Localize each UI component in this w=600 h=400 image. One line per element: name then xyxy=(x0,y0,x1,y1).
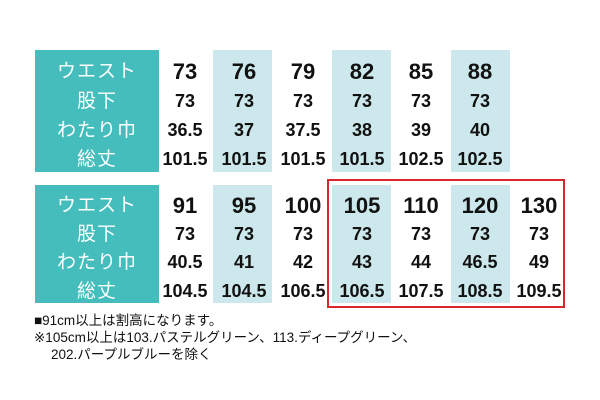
inseam-cell: 73 xyxy=(292,91,314,111)
inseam-cell: 73 xyxy=(292,224,314,244)
shaded-column xyxy=(332,185,391,303)
note-surcharge: ■91cm以上は割高になります。 xyxy=(34,313,223,328)
thigh-row: わたり巾 40.5 41 42 43 44 46.5 49 xyxy=(35,248,555,277)
row-label-block xyxy=(35,185,159,303)
inseam-cell: 73 xyxy=(469,224,491,244)
length-cell: 101.5 xyxy=(162,149,208,169)
length-cell: 107.5 xyxy=(398,281,444,301)
row-label-waist: ウエスト xyxy=(56,61,137,82)
length-cell: 104.5 xyxy=(221,281,267,301)
waist-cell: 88 xyxy=(467,59,493,84)
waist-cell: 82 xyxy=(349,59,375,84)
row-label-inseam: 股下 xyxy=(76,224,117,245)
row-label-inseam: 股下 xyxy=(76,91,117,112)
length-cell: 108.5 xyxy=(457,281,503,301)
length-cell: 102.5 xyxy=(457,149,503,169)
length-cell: 104.5 xyxy=(162,281,208,301)
waist-cell: 100 xyxy=(284,193,322,218)
thigh-cell: 40.5 xyxy=(167,252,203,272)
shaded-column xyxy=(451,185,510,303)
waist-cell: 130 xyxy=(520,193,558,218)
waist-cell: 73 xyxy=(172,59,198,84)
length-cell: 106.5 xyxy=(280,281,326,301)
waist-cell: 95 xyxy=(231,193,257,218)
waist-row: ウエスト 73 76 79 82 85 88 xyxy=(35,57,555,86)
inseam-cell: 73 xyxy=(410,91,432,111)
row-label-length: 総丈 xyxy=(76,281,117,302)
length-cell: 101.5 xyxy=(280,149,326,169)
inseam-cell: 73 xyxy=(233,91,255,111)
thigh-cell: 42 xyxy=(292,252,314,272)
thigh-cell: 43 xyxy=(351,252,373,272)
length-cell: 106.5 xyxy=(339,281,385,301)
waist-cell: 110 xyxy=(403,193,439,218)
length-cell: 109.5 xyxy=(516,281,562,301)
row-label-block xyxy=(35,50,159,172)
length-row: 総丈 101.5 101.5 101.5 101.5 102.5 102.5 xyxy=(35,145,555,174)
length-cell: 102.5 xyxy=(398,149,444,169)
thigh-row: わたり巾 36.5 37 37.5 38 39 40 xyxy=(35,116,555,145)
inseam-row: 股下 73 73 73 73 73 73 73 xyxy=(35,220,555,249)
inseam-cell: 73 xyxy=(410,224,432,244)
length-row: 総丈 104.5 104.5 106.5 106.5 107.5 108.5 1… xyxy=(35,277,562,306)
thigh-cell: 39 xyxy=(410,120,432,140)
length-cell: 101.5 xyxy=(221,149,267,169)
inseam-cell: 73 xyxy=(528,224,550,244)
inseam-cell: 73 xyxy=(351,91,373,111)
thigh-cell: 36.5 xyxy=(167,120,203,140)
shaded-column xyxy=(451,50,510,172)
shaded-column xyxy=(213,50,272,172)
note-color-exclusion: ※105cm以上は103.パステルグリーン、113.ディープグリーン、 xyxy=(34,330,417,345)
shaded-column xyxy=(213,185,272,303)
thigh-cell: 44 xyxy=(410,252,432,272)
size-notes: ■91cm以上は割高になります。 ※105cm以上は103.パステルグリーン、1… xyxy=(34,312,416,363)
inseam-row: 股下 73 73 73 73 73 73 xyxy=(35,87,555,116)
waist-cell: 85 xyxy=(408,59,434,84)
thigh-cell: 38 xyxy=(351,120,373,140)
waist-cell: 79 xyxy=(290,59,316,84)
row-label-length: 総丈 xyxy=(76,149,117,170)
thigh-cell: 40 xyxy=(469,120,491,140)
length-cell: 101.5 xyxy=(339,149,385,169)
waist-cell: 120 xyxy=(461,193,499,218)
inseam-cell: 73 xyxy=(233,224,255,244)
inseam-cell: 73 xyxy=(174,224,196,244)
row-label-waist: ウエスト xyxy=(56,195,137,216)
inseam-cell: 73 xyxy=(469,91,491,111)
shaded-column xyxy=(332,50,391,172)
waist-row: ウエスト 91 95 100 105 110 120 130 xyxy=(35,191,557,220)
note-color-exclusion-cont: 202.パープルブルーを除く xyxy=(51,347,212,362)
inseam-cell: 73 xyxy=(351,224,373,244)
waist-cell: 76 xyxy=(231,59,257,84)
waist-cell: 91 xyxy=(172,193,198,218)
large-size-highlight-box xyxy=(327,179,565,308)
thigh-cell: 37 xyxy=(233,120,255,140)
thigh-cell: 46.5 xyxy=(462,252,498,272)
row-label-thigh: わたり巾 xyxy=(56,120,137,141)
waist-cell: 105 xyxy=(343,193,381,218)
inseam-cell: 73 xyxy=(174,91,196,111)
thigh-cell: 37.5 xyxy=(285,120,321,140)
thigh-cell: 41 xyxy=(233,252,255,272)
thigh-cell: 49 xyxy=(528,252,550,272)
row-label-thigh: わたり巾 xyxy=(56,252,137,273)
